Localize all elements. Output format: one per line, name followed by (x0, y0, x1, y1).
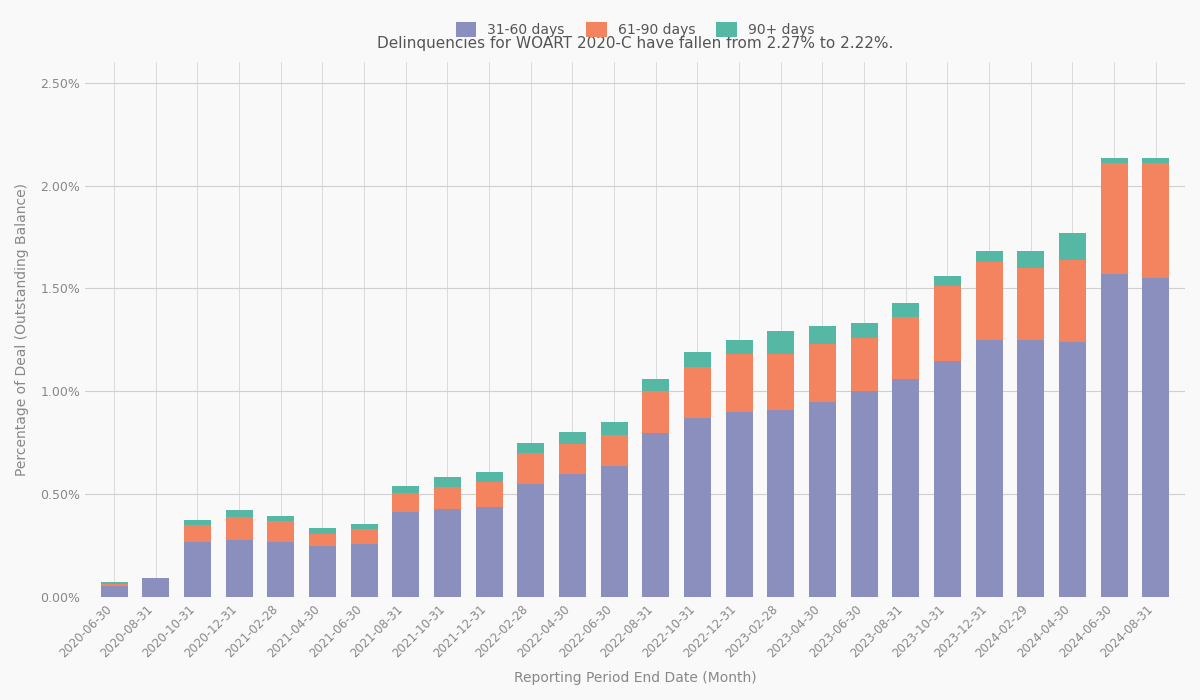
Bar (517, 484, 545, 597)
Bar (642, 379, 670, 391)
Bar (1100, 274, 1128, 597)
Bar (851, 338, 877, 391)
Bar (1018, 251, 1044, 268)
Bar (268, 516, 294, 522)
Bar (184, 525, 211, 542)
Bar (1058, 342, 1086, 597)
Bar (809, 326, 836, 344)
Bar (1100, 158, 1128, 163)
Legend: 31-60 days, 61-90 days, 90+ days: 31-60 days, 61-90 days, 90+ days (449, 15, 821, 44)
Bar (976, 340, 1003, 597)
Y-axis label: Percentage of Deal (Outstanding Balance): Percentage of Deal (Outstanding Balance) (16, 183, 29, 476)
Bar (642, 433, 670, 597)
Bar (767, 410, 794, 597)
Bar (601, 466, 628, 597)
Bar (684, 418, 712, 597)
Bar (767, 354, 794, 410)
Bar (1018, 268, 1044, 340)
Bar (893, 379, 919, 597)
Bar (308, 533, 336, 546)
Bar (434, 509, 461, 597)
Bar (601, 422, 628, 435)
Bar (559, 444, 586, 474)
Bar (268, 542, 294, 597)
Bar (1018, 340, 1044, 597)
Bar (392, 494, 419, 512)
Bar (101, 582, 127, 584)
Bar (517, 443, 545, 453)
Bar (475, 507, 503, 597)
Bar (559, 432, 586, 444)
Bar (1100, 163, 1128, 274)
Bar (851, 323, 877, 338)
Bar (1142, 163, 1169, 278)
Bar (642, 391, 670, 433)
Bar (475, 472, 503, 482)
Bar (684, 352, 712, 367)
Bar (767, 330, 794, 354)
Bar (226, 517, 253, 540)
Bar (726, 340, 752, 354)
Bar (308, 528, 336, 533)
Bar (184, 542, 211, 597)
Bar (559, 474, 586, 597)
Bar (1142, 278, 1169, 597)
Bar (475, 482, 503, 507)
Bar (726, 412, 752, 597)
Bar (268, 522, 294, 542)
Bar (226, 540, 253, 597)
Bar (392, 486, 419, 493)
Bar (976, 251, 1003, 262)
Bar (934, 360, 961, 597)
Bar (934, 286, 961, 360)
Bar (350, 544, 378, 597)
Bar (101, 584, 127, 586)
Bar (601, 435, 628, 466)
Bar (1058, 233, 1086, 260)
Bar (976, 262, 1003, 340)
Bar (809, 402, 836, 597)
Bar (101, 586, 127, 597)
Bar (308, 546, 336, 597)
Title: Delinquencies for WOART 2020-C have fallen from 2.27% to 2.22%.: Delinquencies for WOART 2020-C have fall… (377, 36, 893, 51)
Bar (434, 477, 461, 487)
Bar (517, 453, 545, 484)
X-axis label: Reporting Period End Date (Month): Reporting Period End Date (Month) (514, 671, 756, 685)
Bar (934, 276, 961, 286)
Bar (184, 520, 211, 525)
Bar (726, 354, 752, 412)
Bar (434, 487, 461, 509)
Bar (893, 317, 919, 379)
Bar (226, 510, 253, 517)
Bar (851, 391, 877, 597)
Bar (809, 344, 836, 402)
Bar (392, 512, 419, 597)
Bar (350, 524, 378, 529)
Bar (1142, 158, 1169, 163)
Bar (143, 578, 169, 597)
Bar (1058, 260, 1086, 342)
Bar (350, 529, 378, 544)
Bar (893, 303, 919, 317)
Bar (684, 367, 712, 418)
